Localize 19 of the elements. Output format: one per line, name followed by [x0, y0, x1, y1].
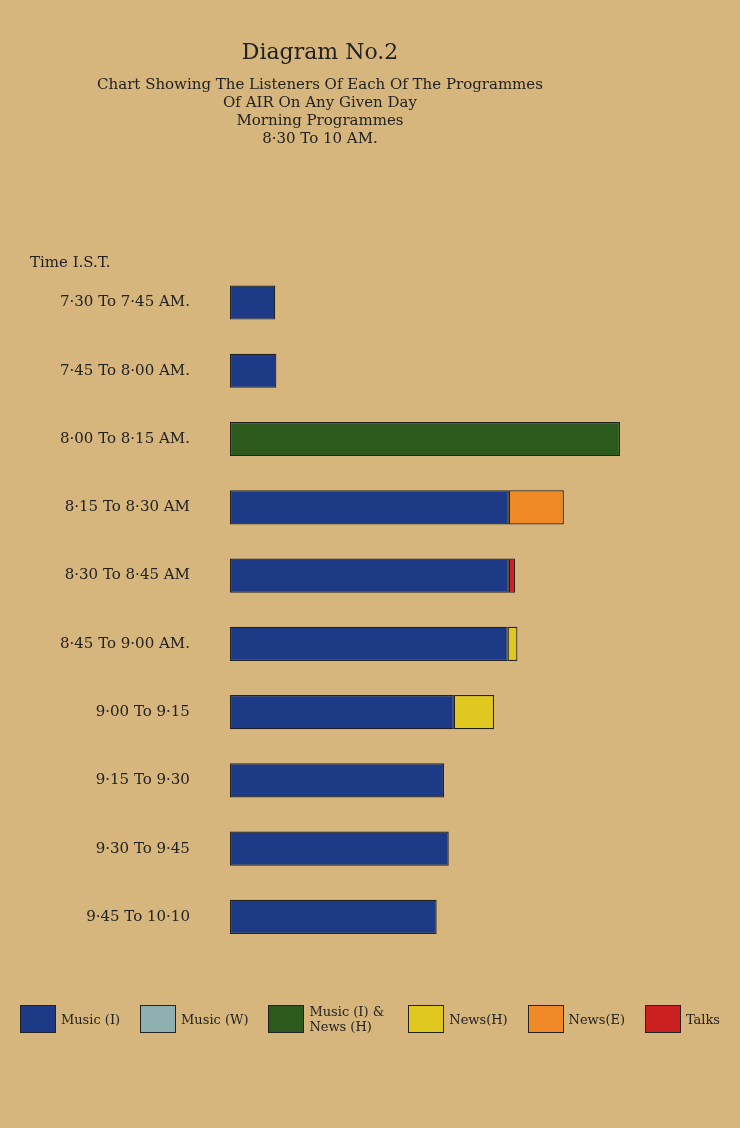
chart-subtitle: Chart Showing The Listeners Of Each Of The Programmes Of AIR On Any Given Day Morning Programmes 8·30 To 10 AM.	[97, 75, 543, 148]
y-tick-label: 7·45 To 8·00 AM.	[59, 360, 190, 379]
legend-label: Music (I)	[60, 1011, 121, 1027]
legend-label: Music (I) & News (H)	[309, 1004, 386, 1034]
y-tick-label: 9·30 To 9·45	[95, 838, 190, 857]
y-tick-label: 9·15 To 9·30	[95, 770, 190, 789]
y-tick-label: 8·45 To 9·00 AM.	[59, 633, 190, 652]
legend-label: News(H)	[449, 1011, 508, 1027]
legend-label: Talks	[685, 1011, 721, 1027]
y-tick-label: 9·00 To 9·15	[95, 701, 190, 720]
y-tick-label: 7·30 To 7·45 AM.	[59, 292, 190, 311]
chart-title: Diagram No.2	[241, 38, 399, 64]
y-axis-title: Time I.S.T.	[30, 252, 111, 271]
y-tick-label: 8·15 To 8·30 AM	[64, 497, 190, 516]
y-tick-label: 9·45 To 10·10	[86, 906, 190, 925]
y-tick-label: 8·30 To 8·45 AM	[64, 565, 190, 584]
y-tick-label: 8·00 To 8·15 AM.	[59, 428, 190, 447]
legend-label: Music (W)	[181, 1011, 249, 1027]
legend-label: News(E)	[568, 1011, 626, 1027]
